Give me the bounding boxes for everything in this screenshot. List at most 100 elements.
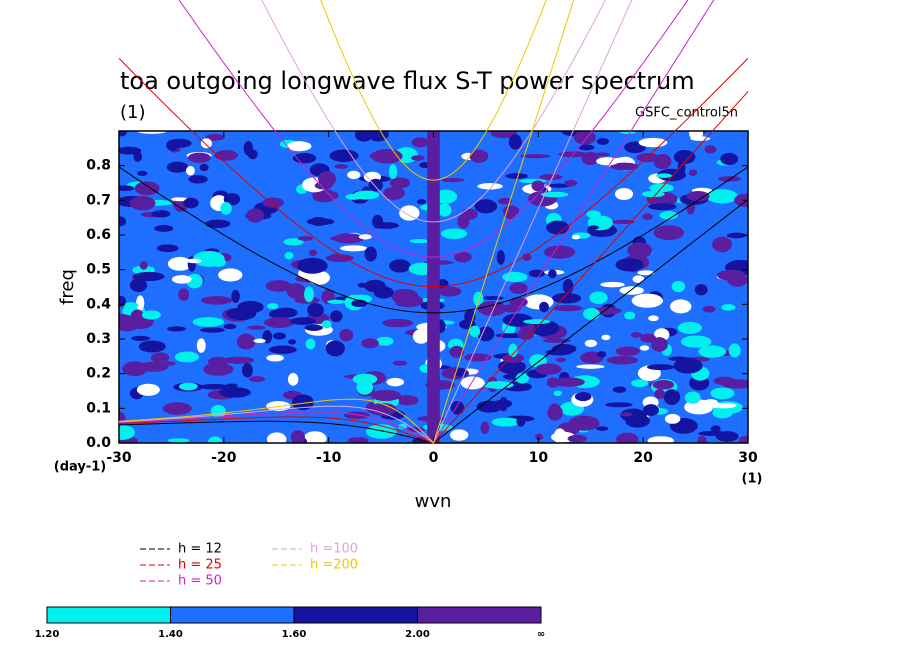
field-blob xyxy=(605,402,633,408)
field-blob xyxy=(343,411,370,420)
field-blob xyxy=(734,193,748,207)
field-blob xyxy=(721,379,748,389)
field-blob xyxy=(288,339,297,345)
field-blob xyxy=(358,234,372,240)
field-blob xyxy=(368,403,397,416)
field-blob xyxy=(651,337,668,352)
field-blob xyxy=(223,323,237,330)
field-blob xyxy=(139,260,148,270)
field-blob xyxy=(292,153,317,164)
field-blob xyxy=(596,138,610,145)
field-blob xyxy=(721,304,736,311)
field-blob xyxy=(443,287,453,297)
field-blob xyxy=(389,259,411,273)
field-blob xyxy=(704,145,717,154)
field-blob xyxy=(449,345,465,358)
field-blob xyxy=(416,199,427,205)
field-blob xyxy=(411,155,425,161)
field-blob xyxy=(303,431,327,443)
field-blob xyxy=(188,175,208,184)
field-blob xyxy=(340,245,368,252)
field-blob xyxy=(601,334,611,341)
y-tick-label: 0.5 xyxy=(86,262,111,278)
x-tick-label: 10 xyxy=(529,450,549,466)
colorbar-label: ∞ xyxy=(537,629,545,640)
field-blob xyxy=(339,328,354,342)
field-blob xyxy=(454,251,472,263)
field-blob xyxy=(287,373,299,386)
field-blob xyxy=(392,360,408,366)
dispersion-curve xyxy=(118,420,434,444)
field-blob xyxy=(225,383,238,388)
field-blob xyxy=(389,177,411,189)
field-blob xyxy=(706,189,738,204)
field-blob xyxy=(677,321,702,334)
y-axis-label: freq xyxy=(57,269,78,305)
field-blob xyxy=(553,377,585,387)
field-blob xyxy=(266,432,287,443)
field-blob xyxy=(552,292,581,304)
field-blob xyxy=(236,333,256,350)
field-blob xyxy=(397,423,407,430)
field-blob xyxy=(297,236,313,242)
field-blob xyxy=(637,270,655,276)
field-blob xyxy=(635,249,648,255)
field-blob xyxy=(477,301,507,317)
field-blob xyxy=(568,415,600,431)
field-blob xyxy=(356,380,374,395)
field-blob xyxy=(625,414,650,428)
field-blob xyxy=(555,357,567,363)
dispersion-curve xyxy=(261,0,606,223)
x-tick-label: 20 xyxy=(633,450,653,466)
field-blob xyxy=(712,236,733,253)
field-blob xyxy=(680,335,712,348)
field-blob xyxy=(208,436,223,443)
field-blob xyxy=(129,278,148,293)
field-blob xyxy=(284,251,294,260)
field-blob xyxy=(531,180,545,192)
field-blob xyxy=(167,438,190,443)
field-blob xyxy=(712,407,733,419)
field-blob xyxy=(364,246,377,262)
field-blob xyxy=(523,319,551,325)
field-blob xyxy=(388,164,398,180)
field-blob xyxy=(272,332,287,340)
field-blob xyxy=(548,269,557,279)
field-blob xyxy=(193,250,225,267)
field-blob xyxy=(138,340,166,353)
field-blob xyxy=(670,299,692,314)
colorbar-label: 2.00 xyxy=(405,629,430,640)
field-blob xyxy=(325,254,354,263)
field-blob xyxy=(268,345,297,354)
field-blob xyxy=(203,362,234,376)
field-blob xyxy=(178,382,198,391)
field-blob xyxy=(630,332,643,338)
field-blob xyxy=(357,282,368,288)
field-blob xyxy=(473,291,484,307)
field-blob xyxy=(382,318,414,328)
field-blob xyxy=(253,338,266,344)
dispersion-curve xyxy=(433,0,715,444)
field-blob xyxy=(151,210,171,218)
field-blob xyxy=(539,301,549,313)
field-blob xyxy=(136,295,145,311)
y-tick-label: 0.4 xyxy=(86,296,111,312)
field-blob xyxy=(199,383,229,390)
field-blob xyxy=(219,387,251,398)
field-blob xyxy=(578,144,595,151)
field-blob xyxy=(308,249,318,257)
colorbar-box xyxy=(417,606,542,624)
field-blob xyxy=(164,361,176,366)
field-blob xyxy=(395,395,419,406)
field-blob xyxy=(631,293,664,308)
field-blob xyxy=(412,328,430,344)
field-blob xyxy=(523,294,554,310)
field-blob xyxy=(312,188,337,203)
field-blob xyxy=(297,257,328,274)
field-blob xyxy=(738,435,748,443)
field-blob xyxy=(539,174,563,180)
field-blob xyxy=(710,425,721,433)
field-blob xyxy=(547,183,571,188)
dispersion-curve xyxy=(118,416,434,444)
field-blob xyxy=(307,302,324,318)
